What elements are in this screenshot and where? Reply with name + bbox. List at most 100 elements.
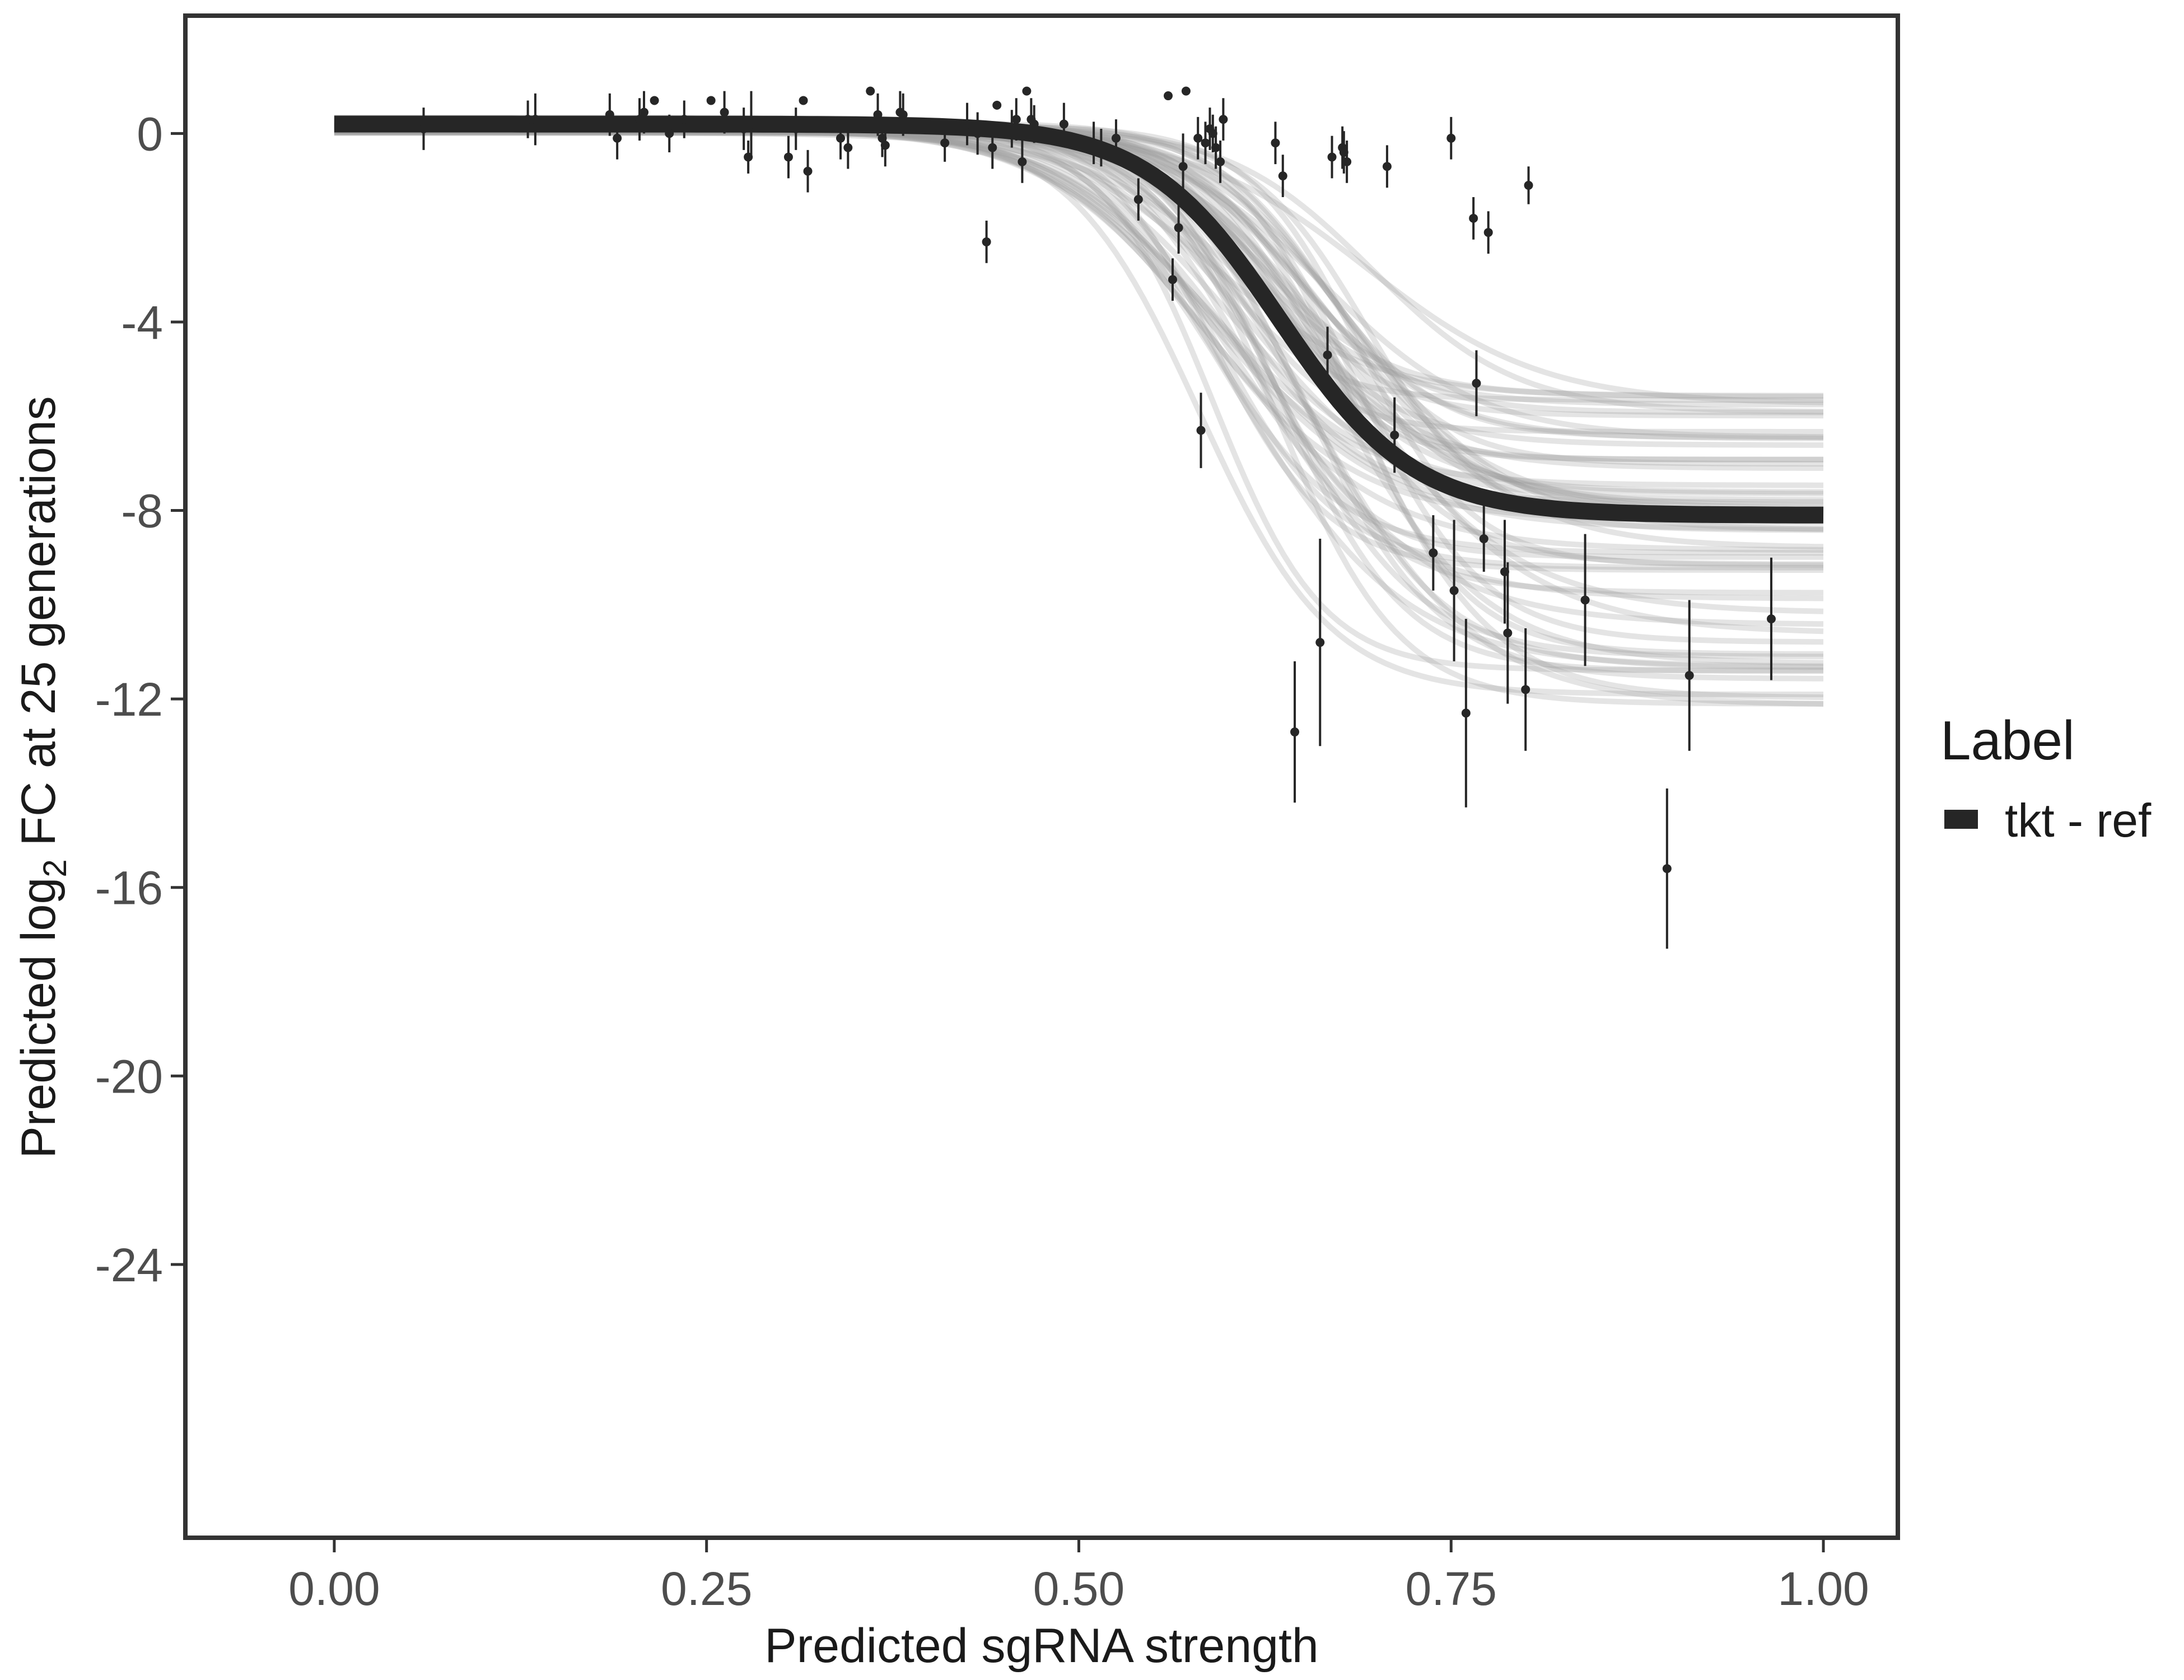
data-point — [679, 100, 689, 138]
point-marker — [992, 100, 1002, 110]
data-point — [940, 124, 950, 162]
data-point — [1390, 397, 1399, 473]
x-axis: 0.00 0.25 0.50 0.75 1.00 — [288, 1540, 1869, 1615]
data-point — [898, 93, 908, 136]
y-axis-title-prefix: Predicted log — [12, 878, 66, 1159]
point-marker — [640, 108, 649, 117]
point-marker — [843, 143, 853, 152]
legend-title: Label — [1940, 710, 2075, 771]
data-point — [988, 126, 997, 169]
point-marker — [836, 133, 846, 143]
x-tick-label: 0.00 — [288, 1562, 380, 1615]
point-marker — [635, 115, 645, 124]
y-axis: 0 -4 -8 -12 -16 -20 -24 — [95, 108, 183, 1291]
point-marker — [746, 119, 756, 129]
data-point — [665, 114, 674, 153]
data-point — [982, 221, 991, 263]
point-marker — [1133, 195, 1143, 204]
point-marker — [1164, 91, 1173, 101]
point-marker — [1216, 157, 1225, 166]
point-marker — [1469, 213, 1478, 223]
data-point — [1164, 91, 1173, 101]
point-marker — [650, 96, 659, 105]
point-marker — [940, 138, 950, 148]
point-marker — [1168, 275, 1178, 284]
point-marker — [1278, 171, 1287, 181]
point-marker — [1524, 180, 1533, 190]
x-tick-label: 0.25 — [661, 1562, 753, 1615]
point-marker — [1472, 379, 1481, 388]
point-marker — [706, 96, 716, 105]
point-marker — [1662, 864, 1672, 874]
data-point — [706, 96, 716, 105]
point-marker — [613, 133, 622, 143]
plot-frame — [183, 13, 1900, 1540]
data-point — [1271, 122, 1280, 165]
data-point — [1111, 119, 1121, 157]
data-point — [1469, 197, 1478, 240]
data-point — [1449, 520, 1459, 661]
point-marker — [791, 124, 801, 133]
data-point — [613, 116, 622, 160]
data-point — [783, 136, 793, 179]
data-point — [1327, 136, 1337, 179]
point-marker — [1521, 685, 1530, 694]
data-point — [1503, 562, 1513, 704]
point-marker — [419, 124, 428, 133]
data-point — [1479, 506, 1488, 572]
point-marker — [1059, 119, 1068, 129]
point-marker — [1503, 628, 1513, 638]
data-point — [1483, 211, 1493, 254]
legend-key-tkt-ref — [1944, 810, 1978, 829]
data-point — [1662, 788, 1672, 949]
data-point — [836, 116, 846, 160]
point-marker — [1483, 228, 1493, 237]
point-marker — [1111, 133, 1121, 143]
point-marker — [1029, 119, 1039, 129]
point-marker — [1174, 223, 1183, 232]
point-marker — [1089, 138, 1099, 148]
y-tick-label: -8 — [121, 485, 163, 538]
point-marker — [1022, 86, 1032, 96]
data-point — [1174, 202, 1183, 254]
point-marker — [1219, 115, 1228, 124]
y-axis-title-subscript: 2 — [37, 859, 73, 877]
data-point — [1007, 110, 1016, 148]
point-marker — [873, 110, 883, 119]
x-tick-label: 1.00 — [1777, 1562, 1869, 1615]
point-marker — [530, 115, 540, 124]
data-point — [1216, 140, 1225, 183]
data-point — [1580, 534, 1590, 666]
y-tick-label: -16 — [95, 862, 163, 914]
data-point — [1342, 140, 1352, 183]
posterior-draw-line — [334, 129, 1824, 508]
data-point — [973, 112, 982, 155]
point-marker — [1201, 138, 1210, 148]
point-marker — [1271, 138, 1280, 148]
point-marker — [1178, 162, 1188, 171]
data-point — [1429, 515, 1438, 591]
point-marker — [1342, 157, 1352, 166]
data-point — [746, 91, 756, 157]
plot-area — [334, 86, 1824, 949]
point-marker — [1390, 430, 1399, 440]
point-marker — [523, 115, 533, 124]
data-point — [1315, 539, 1325, 746]
data-point — [720, 91, 729, 134]
point-marker — [1429, 548, 1438, 558]
point-marker — [1018, 157, 1027, 166]
data-point — [1029, 105, 1039, 143]
data-point — [963, 102, 972, 146]
point-marker — [1327, 152, 1337, 162]
fit-curve-layer — [334, 115, 1824, 524]
point-marker — [1323, 350, 1332, 360]
point-marker — [866, 86, 875, 96]
y-tick-label: -24 — [95, 1239, 163, 1291]
data-point — [1461, 619, 1471, 808]
point-marker — [803, 166, 813, 176]
data-point — [1196, 393, 1206, 468]
point-marker — [1181, 86, 1191, 96]
data-point — [1133, 178, 1143, 221]
